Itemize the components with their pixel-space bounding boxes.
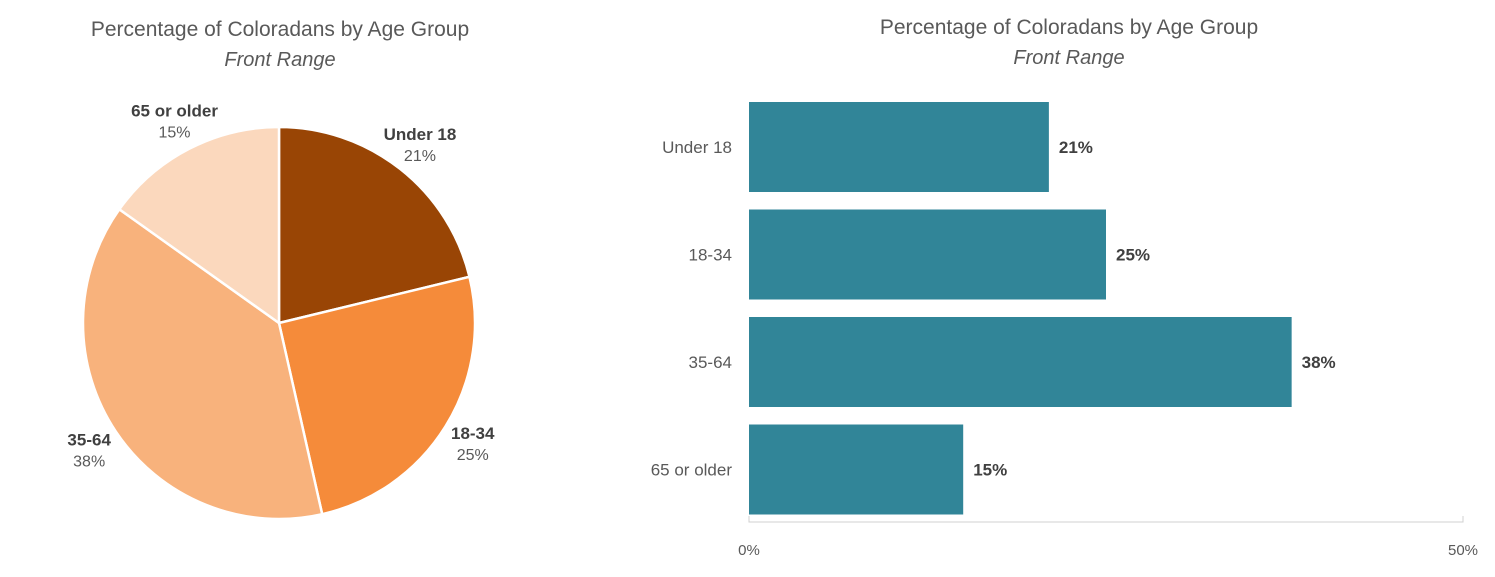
- x-tick-label: 50%: [1448, 542, 1478, 559]
- pie-category-label: Under 18: [384, 125, 457, 144]
- pie-category-label: 35-64: [67, 430, 111, 449]
- bar-value-label: 25%: [1116, 246, 1150, 265]
- pie-value-label: 21%: [404, 148, 436, 165]
- pie-category-label: 65 or older: [131, 101, 218, 120]
- pie-slice-65-or-older: [117, 125, 281, 326]
- bar-value-label: 21%: [1059, 138, 1093, 157]
- bar-chart-panel: Percentage of Coloradans by Age Group Fr…: [560, 0, 1495, 577]
- pie-value-label: 25%: [457, 447, 489, 464]
- bar-category-label: Under 18: [662, 138, 732, 157]
- pie-chart-subtitle: Front Range: [224, 49, 336, 71]
- pie-slice-under-18: [277, 125, 471, 325]
- bar-chart: Under 18 21% 18-34 25% 35-64 38% 65 or older 15…: [651, 102, 1478, 559]
- bar-category-label: 65 or older: [651, 461, 733, 480]
- x-tick-label: 0%: [738, 542, 760, 559]
- bar-35-64: [749, 317, 1292, 407]
- bar-value-label: 15%: [973, 461, 1007, 480]
- pie-value-label: 15%: [159, 124, 191, 141]
- bar-chart-title: Percentage of Coloradans by Age Group: [879, 16, 1259, 39]
- x-axis-line: [748, 516, 1464, 523]
- pie-value-label: 38%: [73, 453, 105, 470]
- pie-label-35-64: 35-64 38%: [67, 430, 111, 470]
- pie-label-65-or-older: 65 or older 15%: [131, 101, 218, 141]
- pie-label-18-34: 18-34 25%: [451, 424, 495, 464]
- bar-value-label: 38%: [1302, 353, 1336, 372]
- bar-chart-subtitle: Front Range: [1013, 47, 1125, 69]
- pie-label-under-18: Under 18 21%: [384, 125, 457, 165]
- bar-category-label: 35-64: [689, 353, 732, 372]
- pie-slice-18-34: [277, 275, 477, 516]
- pie-slice-35-64: [81, 207, 324, 521]
- bar-category-label: 18-34: [689, 246, 732, 265]
- pie-chart-panel: Percentage of Coloradans by Age Group Fr…: [0, 0, 560, 577]
- pie-category-label: 18-34: [451, 424, 495, 443]
- bar-65-or-older: [749, 424, 964, 515]
- bar-18-34: [749, 209, 1106, 300]
- pie-chart: Under 18 21% 18-34 25% 35-64 38% 65 or older 15…: [67, 101, 495, 521]
- pie-chart-title: Percentage of Coloradans by Age Group: [90, 18, 470, 41]
- bar-under-18: [749, 102, 1049, 192]
